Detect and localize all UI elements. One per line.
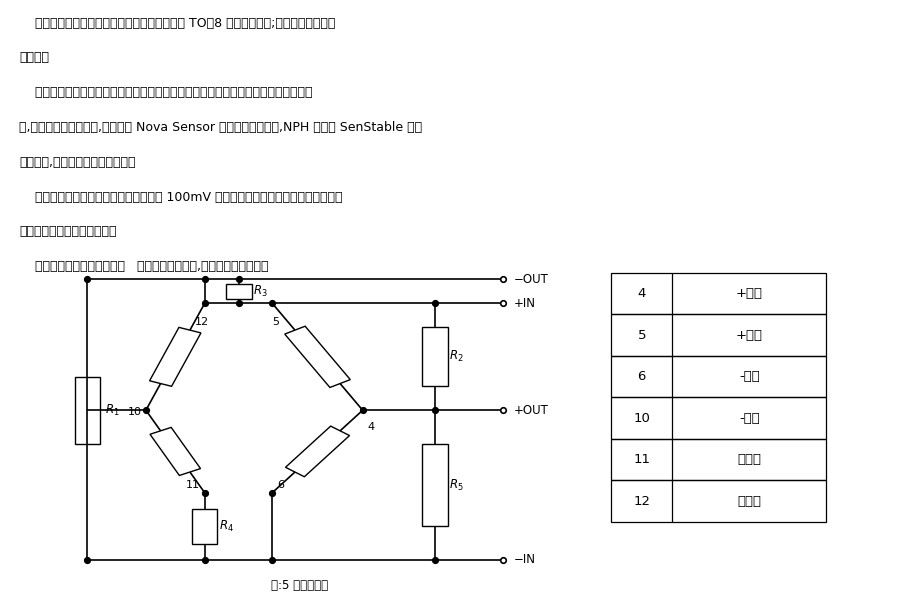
Text: +IN: +IN [514, 297, 535, 310]
Bar [611, 356, 826, 397]
Text: 4: 4 [638, 287, 646, 300]
Text: 不连接: 不连接 [737, 453, 761, 466]
Text: 11: 11 [186, 479, 200, 490]
Text: 不连接: 不连接 [737, 495, 761, 508]
Text: 新的超大规模集成电路技术和微细加工技术已经把惠斯登电桥扩散在微细加工的硅片: 新的超大规模集成电路技术和微细加工技术已经把惠斯登电桥扩散在微细加工的硅片 [19, 86, 313, 99]
Text: −IN: −IN [514, 554, 535, 566]
Bar [611, 397, 826, 439]
Text: −OUT: −OUT [514, 273, 548, 286]
Text: 11: 11 [633, 453, 651, 466]
Text: 用户可以把标准信号调理电路用来放大 100mV 的输出信号。传感器可以跟大多数非腐: 用户可以把标准信号调理电路用来放大 100mV 的输出信号。传感器可以跟大多数非… [19, 191, 343, 204]
Text: 12: 12 [633, 495, 651, 508]
Bar [74, 376, 100, 444]
Text: $R_5$: $R_5$ [449, 478, 464, 492]
Text: $R_1$: $R_1$ [105, 403, 120, 418]
Text: $R_4$: $R_4$ [219, 519, 234, 534]
Text: -输出: -输出 [739, 412, 759, 425]
Text: +输人: +输人 [736, 329, 763, 341]
Bar [611, 314, 826, 356]
Text: -输人: -输人 [739, 370, 759, 383]
Bar [422, 327, 448, 386]
Text: 12: 12 [195, 317, 209, 327]
Text: +输出: +输出 [736, 287, 763, 300]
Text: 10: 10 [128, 407, 141, 417]
Bar [192, 509, 217, 544]
Bar [611, 481, 826, 522]
Text: 4: 4 [367, 422, 374, 432]
Text: $R_2$: $R_2$ [449, 349, 464, 364]
Text: 经激光蚀刻的厚膜电阻网络   在混合陶瓷基片上,由它提供温度补偿。: 经激光蚀刻的厚膜电阻网络 在混合陶瓷基片上,由它提供温度补偿。 [19, 260, 269, 273]
Bar [611, 439, 826, 481]
Text: 蚀气体和干燥空气介质兼容。: 蚀气体和干燥空气介质兼容。 [19, 226, 117, 238]
Text: +OUT: +OUT [514, 404, 548, 417]
Text: 6: 6 [638, 370, 646, 383]
Bar [422, 444, 448, 526]
Text: 5: 5 [638, 329, 646, 341]
Text: 注:5 接芯片基底: 注:5 接芯片基底 [271, 579, 328, 593]
Text: 这种产品是将已集成化的敏感芯片置于标准的 TO－8 型电子外壳内;以便安装到印刷线: 这种产品是将已集成化的敏感芯片置于标准的 TO－8 型电子外壳内;以便安装到印刷… [19, 17, 336, 29]
Bar [226, 284, 252, 299]
Text: 上,直接实现力一电转换,与所有的 Nova Sensor 扩散硅传感器一样,NPH 应用了 SenStable 温度: 上,直接实现力一电转换,与所有的 Nova Sensor 扩散硅传感器一样,NP… [19, 121, 422, 134]
Bar [611, 273, 826, 314]
Text: 路板上。: 路板上。 [19, 51, 50, 64]
Text: 补偿技术,使之具有优异的稳定性。: 补偿技术,使之具有优异的稳定性。 [19, 156, 136, 169]
Text: $R_3$: $R_3$ [254, 284, 268, 299]
Text: 6: 6 [277, 479, 284, 490]
Text: 10: 10 [633, 412, 651, 425]
Text: 5: 5 [273, 317, 279, 327]
